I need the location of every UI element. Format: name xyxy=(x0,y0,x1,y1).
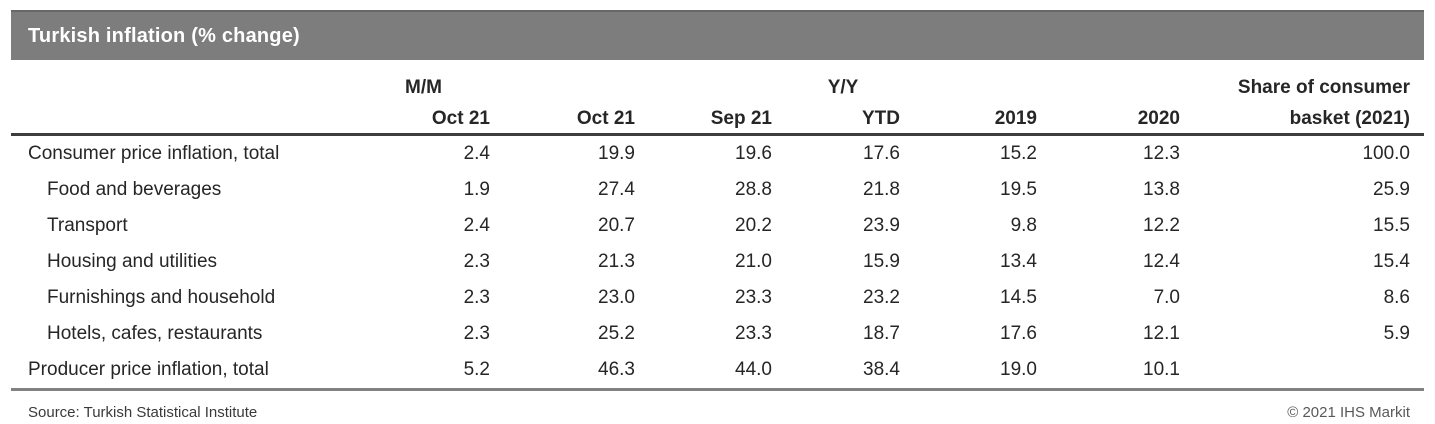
source-note: Source: Turkish Statistical Institute xyxy=(28,404,258,421)
empty-header-cell xyxy=(1051,71,1194,102)
cell-value: 2.3 xyxy=(463,251,490,272)
column-group-share-line1: Share of consumer xyxy=(1237,77,1410,98)
column-header-ytd: YTD xyxy=(786,102,914,136)
empty-header-cell xyxy=(11,102,357,136)
table-row: Producer price inflation, total 5.2 46.3… xyxy=(11,352,1424,391)
cell-value: 19.0 xyxy=(914,352,1051,391)
table-row: Consumer price inflation, total 2.4 19.9… xyxy=(11,135,1424,173)
copyright-note: © 2021 IHS Markit xyxy=(1287,404,1410,421)
cell-value: 46.3 xyxy=(504,352,649,391)
cell-value: 13.8 xyxy=(1143,179,1180,200)
table-row: Housing and utilities 2.3 21.3 21.0 15.9… xyxy=(11,244,1424,280)
table-title: Turkish inflation (% change) xyxy=(28,24,300,47)
cell-value: 1.9 xyxy=(463,179,490,200)
cell-value: 2.3 xyxy=(463,287,490,308)
empty-header-cell xyxy=(11,71,357,102)
cell-value: 27.4 xyxy=(598,179,635,200)
cell-value: 20.7 xyxy=(598,215,635,236)
cell-value: 12.2 xyxy=(1143,215,1180,236)
table-header: M/M Y/Y Share of consumer Oct 21 Oct 21 … xyxy=(11,71,1424,136)
column-header-share-line2: basket (2021) xyxy=(1194,102,1424,136)
cell-value: 21.8 xyxy=(863,179,900,200)
cell-value: 28.8 xyxy=(735,179,772,200)
column-header-row: Oct 21 Oct 21 Sep 21 YTD 2019 2020 baske… xyxy=(11,102,1424,136)
cell-value: 5.2 xyxy=(357,352,504,391)
cell-value: 21.0 xyxy=(735,251,772,272)
cell-value: 100.0 xyxy=(1362,143,1410,164)
table-title-bar: Turkish inflation (% change) xyxy=(11,10,1424,60)
table-footer: Source: Turkish Statistical Institute © … xyxy=(11,391,1424,421)
row-label: Food and beverages xyxy=(47,179,222,200)
cell-value: 18.7 xyxy=(863,323,900,344)
cell-value: 23.0 xyxy=(598,287,635,308)
cell-value: 44.0 xyxy=(649,352,786,391)
cell-value: 2.3 xyxy=(463,323,490,344)
row-label: Consumer price inflation, total xyxy=(28,143,280,164)
table-body: Consumer price inflation, total 2.4 19.9… xyxy=(11,135,1424,391)
cell-value: 12.1 xyxy=(1143,323,1180,344)
table-row: Furnishings and household 2.3 23.0 23.3 … xyxy=(11,280,1424,316)
cell-value: 2.4 xyxy=(463,215,490,236)
cell-value: 25.9 xyxy=(1373,179,1410,200)
row-label: Housing and utilities xyxy=(47,251,218,272)
column-header-mm-oct21: Oct 21 xyxy=(357,102,504,136)
cell-value: 8.6 xyxy=(1383,287,1410,308)
cell-value: 13.4 xyxy=(1000,251,1037,272)
column-header-2019: 2019 xyxy=(914,102,1051,136)
cell-value: 15.5 xyxy=(1373,215,1410,236)
cell-value: 14.5 xyxy=(1000,287,1037,308)
cell-value: 38.4 xyxy=(786,352,914,391)
row-label: Furnishings and household xyxy=(47,287,276,308)
table-row: Hotels, cafes, restaurants 2.3 25.2 23.3… xyxy=(11,316,1424,352)
column-group-yy: Y/Y xyxy=(827,77,859,98)
cell-value: 17.6 xyxy=(863,143,900,164)
empty-header-cell xyxy=(649,71,786,102)
cell-value: 19.9 xyxy=(598,143,635,164)
cell-value: 7.0 xyxy=(1153,287,1180,308)
cell-value: 10.1 xyxy=(1051,352,1194,391)
table-row: Transport 2.4 20.7 20.2 23.9 9.8 12.2 15… xyxy=(11,208,1424,244)
cell-value: 20.2 xyxy=(735,215,772,236)
cell-value: 19.6 xyxy=(735,143,772,164)
empty-header-cell xyxy=(914,71,1051,102)
cell-value: 23.3 xyxy=(735,323,772,344)
cell-value: 9.8 xyxy=(1010,215,1037,236)
cell-value: 15.2 xyxy=(1000,143,1037,164)
row-label: Hotels, cafes, restaurants xyxy=(47,323,263,344)
cell-value: 12.4 xyxy=(1143,251,1180,272)
table-row: Food and beverages 1.9 27.4 28.8 21.8 19… xyxy=(11,172,1424,208)
column-group-row: M/M Y/Y Share of consumer xyxy=(11,71,1424,102)
cell-value: 12.3 xyxy=(1143,143,1180,164)
cell-value: 15.9 xyxy=(863,251,900,272)
cell-value: 15.4 xyxy=(1373,251,1410,272)
column-group-mm: M/M xyxy=(405,77,442,98)
column-header-yy-oct21: Oct 21 xyxy=(504,102,649,136)
column-header-yy-sep21: Sep 21 xyxy=(649,102,786,136)
cell-value: 21.3 xyxy=(598,251,635,272)
cell-value: 2.4 xyxy=(463,143,490,164)
cell-value: 17.6 xyxy=(1000,323,1037,344)
inflation-table: M/M Y/Y Share of consumer Oct 21 Oct 21 … xyxy=(11,71,1424,391)
empty-header-cell xyxy=(504,71,649,102)
cell-value: 19.5 xyxy=(1000,179,1037,200)
row-label: Transport xyxy=(47,215,128,236)
cell-value: 23.2 xyxy=(863,287,900,308)
column-header-2020: 2020 xyxy=(1051,102,1194,136)
cell-value: 25.2 xyxy=(598,323,635,344)
cell-value xyxy=(1194,352,1424,391)
cell-value: 23.9 xyxy=(863,215,900,236)
cell-value: 5.9 xyxy=(1383,323,1410,344)
cell-value: 23.3 xyxy=(735,287,772,308)
row-label: Producer price inflation, total xyxy=(11,352,357,391)
